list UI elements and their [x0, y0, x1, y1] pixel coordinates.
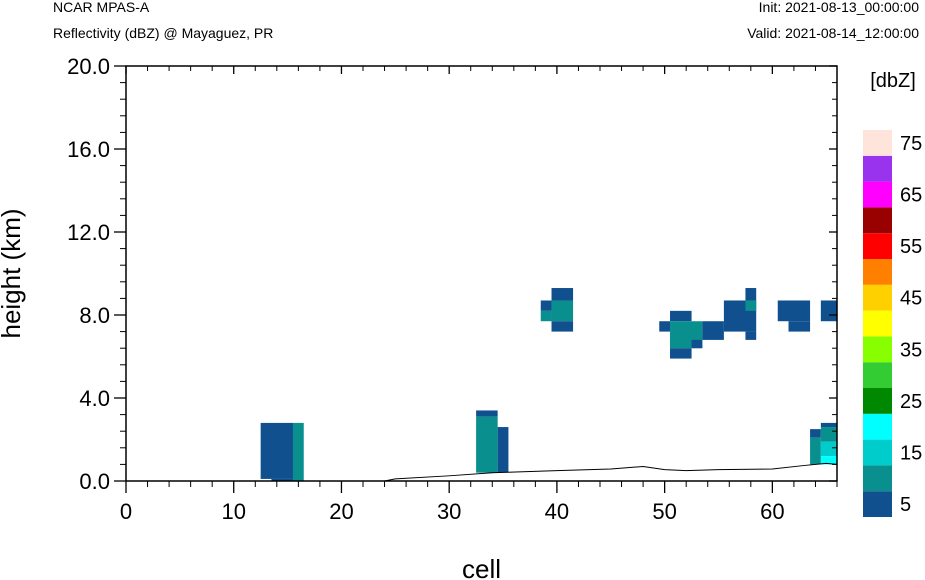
valid-time: Valid: 2021-08-14_12:00:00: [747, 25, 919, 41]
x-tick-label-3: 30: [437, 499, 461, 524]
reflectivity-cell-24: [810, 429, 821, 438]
reflectivity-cell-19: [745, 300, 757, 311]
colorbar: 5 15 25 35 45 55 65 75: [863, 130, 922, 517]
colorbar-label-4: 45: [900, 288, 922, 310]
reflectivity-cell-22: [788, 321, 811, 332]
x-axis-title: cell: [462, 554, 501, 580]
colorbar-swatch-1: [863, 465, 892, 492]
reflectivity-cell-20: [745, 331, 757, 340]
reflectivity-cell-5: [497, 427, 509, 473]
colorbar-swatch-3: [863, 413, 892, 440]
reflectivity-cell-6: [551, 288, 574, 301]
model-name: NCAR MPAS-A: [53, 0, 150, 15]
colorbar-title: [dbZ]: [870, 70, 916, 92]
reflectivity-cell-8: [551, 300, 574, 322]
y-axis-title: height (km): [0, 208, 26, 338]
colorbar-swatch-11: [863, 207, 892, 234]
reflectivity-cell-16: [691, 339, 703, 349]
reflectivity-cell-10: [551, 321, 574, 332]
axis-tick-labels: 0 10 20 30 40 50 60 0.0 4.0 8.0 12.0 16.0 20.0: [67, 54, 784, 524]
reflectivity-cell-26: [820, 422, 837, 428]
colorbar-label-2: 25: [900, 391, 922, 413]
colorbar-swatch-14: [863, 130, 892, 156]
reflectivity-cell-1: [271, 478, 293, 481]
colorbar-swatch-13: [863, 155, 892, 182]
colorbar-swatch-9: [863, 259, 892, 285]
reflectivity-cell-7: [540, 300, 552, 311]
y-tick-label-5: 20.0: [67, 54, 110, 79]
colorbar-swatch-10: [863, 233, 892, 259]
plot-subtitle: Reflectivity (dBZ) @ Mayaguez, PR: [53, 25, 274, 41]
reflectivity-cell-15: [702, 321, 724, 340]
y-tick-label-0: 0.0: [79, 469, 110, 494]
reflectivity-cell-25: [810, 437, 821, 465]
colorbar-swatch-6: [863, 336, 892, 363]
colorbar-label-3: 35: [900, 339, 922, 361]
y-tick-label-1: 4.0: [79, 386, 110, 411]
colorbar-label-7: 75: [900, 133, 922, 155]
terrain-profile: [126, 462, 838, 482]
colorbar-swatch-7: [863, 310, 892, 337]
reflectivity-cell-14: [670, 348, 692, 359]
reflectivity-cell-4: [476, 416, 498, 473]
init-time: Init: 2021-08-13_00:00:00: [758, 0, 919, 15]
x-tick-label-6: 60: [760, 499, 784, 524]
reflectivity-cell-23: [820, 300, 837, 322]
y-tick-label-4: 16.0: [67, 137, 110, 162]
reflectivity-cell-12: [670, 310, 692, 322]
colorbar-swatch-8: [863, 284, 892, 311]
colorbar-label-6: 65: [900, 185, 922, 207]
reflectivity-cell-9: [540, 310, 552, 322]
reflectivity-cell-18: [745, 288, 757, 301]
colorbar-swatch-2: [863, 439, 892, 466]
reflectivity-cell-11: [659, 321, 671, 332]
axis-ticks: [114, 65, 838, 493]
x-tick-label-5: 50: [652, 499, 676, 524]
colorbar-label-1: 15: [900, 443, 922, 465]
y-tick-label-3: 12.0: [67, 220, 110, 245]
colorbar-label-0: 5: [900, 494, 911, 516]
reflectivity-cell-0: [260, 422, 293, 479]
colorbar-swatch-12: [863, 181, 892, 208]
x-tick-label-1: 10: [221, 499, 245, 524]
reflectivity-cell-3: [476, 410, 498, 417]
x-tick-label-4: 40: [545, 499, 569, 524]
terrain-line: [126, 462, 838, 482]
colorbar-label-5: 55: [900, 236, 922, 258]
colorbar-swatch-4: [863, 388, 892, 414]
reflectivity-cell-2: [292, 422, 304, 481]
reflectivity-cell-27: [820, 427, 837, 442]
reflectivity-cell-28: [820, 441, 837, 457]
reflectivity-cell-21: [777, 300, 811, 322]
y-tick-label-2: 8.0: [79, 303, 110, 328]
x-tick-label-0: 0: [120, 499, 132, 524]
reflectivity-cells: [260, 288, 837, 481]
x-tick-label-2: 20: [329, 499, 353, 524]
reflectivity-cell-29: [820, 456, 837, 465]
colorbar-swatch-5: [863, 362, 892, 388]
plot-frame: [125, 65, 838, 482]
colorbar-swatch-0: [863, 491, 892, 517]
